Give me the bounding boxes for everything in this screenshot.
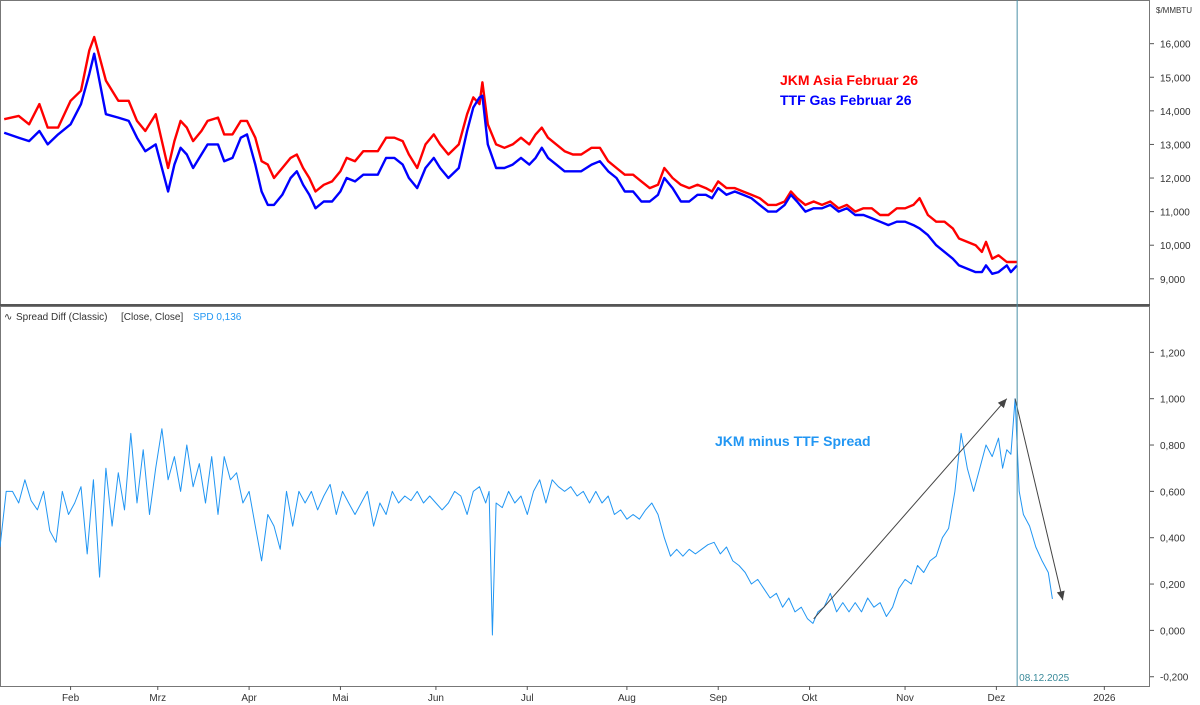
- price-y-tick-label: 15,000: [1160, 73, 1191, 84]
- ttf-price-line: [3, 52, 1018, 275]
- spread-y-tick-label: 1,000: [1160, 395, 1185, 406]
- x-tick-label: Feb: [62, 693, 80, 704]
- price-series: [3, 35, 1018, 275]
- price-y-tick-label: 14,000: [1160, 107, 1191, 118]
- spread-y-tick-label: 0,400: [1160, 534, 1185, 545]
- jkm-price-line: [3, 35, 1018, 264]
- spread-y-axis: -0,200 0,000 0,200 0,400 0,600 0,800 1,000 1,20…: [1150, 348, 1189, 684]
- spread-y-tick-label: -0,200: [1160, 673, 1189, 684]
- price-y-tick-label: 13,000: [1160, 140, 1191, 151]
- downtrend-arrow-line: [1014, 398, 1064, 601]
- price-y-tick-label: 10,000: [1160, 241, 1191, 252]
- crosshair-date-label: 08.12.2025: [1019, 673, 1069, 684]
- x-tick-label: 2026: [1093, 693, 1116, 704]
- x-tick-label: Dez: [987, 693, 1005, 704]
- x-tick-label: Nov: [896, 693, 914, 704]
- spread-y-tick-label: 0,200: [1160, 580, 1185, 591]
- time-x-axis: Feb Mrz Apr Mai Jun Jul Aug Sep Okt Nov Dez 2026: [62, 686, 1116, 704]
- x-tick-label: Mai: [332, 693, 348, 704]
- indicator-header[interactable]: ∿ Spread Diff (Classic) [Close, Close] S…: [4, 312, 242, 323]
- uptrend-arrow-head: [997, 398, 1007, 409]
- price-y-tick-label: 9,000: [1160, 275, 1185, 286]
- spread-line: [0, 398, 1053, 636]
- x-tick-label: Aug: [618, 693, 636, 704]
- unit-label: $/MMBTU: [1156, 6, 1192, 15]
- indicator-value: SPD 0,136: [193, 312, 242, 323]
- indicator-name: Spread Diff (Classic): [16, 312, 108, 323]
- trend-arrows: [813, 398, 1065, 620]
- x-tick-label: Sep: [709, 693, 727, 704]
- spread-series: [0, 398, 1053, 636]
- uptrend-arrow-line: [813, 398, 1008, 620]
- legend-jkm: JKM Asia Februar 26: [780, 72, 918, 88]
- legend-ttf: TTF Gas Februar 26: [780, 92, 912, 108]
- date-crosshair[interactable]: 08.12.2025: [1016, 0, 1070, 686]
- price-y-tick-label: 12,000: [1160, 174, 1191, 185]
- spread-y-tick-label: 1,200: [1160, 348, 1185, 359]
- spread-y-tick-label: 0,800: [1160, 441, 1185, 452]
- price-y-tick-label: 16,000: [1160, 40, 1191, 51]
- spread-annotation: JKM minus TTF Spread: [715, 433, 871, 449]
- x-tick-label: Apr: [241, 693, 257, 704]
- x-tick-label: Okt: [802, 693, 818, 704]
- x-tick-label: Jul: [521, 693, 534, 704]
- price-y-axis: 9,000 10,000 11,000 12,000 13,000 14,000 15,00…: [1150, 40, 1191, 286]
- indicator-wave-icon: ∿: [4, 312, 12, 323]
- downtrend-arrow-head: [1056, 590, 1065, 601]
- x-tick-label: Mrz: [149, 693, 166, 704]
- indicator-params: [Close, Close]: [121, 312, 183, 323]
- spread-y-tick-label: 0,600: [1160, 487, 1185, 498]
- price-y-tick-label: 11,000: [1160, 208, 1190, 219]
- spread-y-tick-label: 0,000: [1160, 626, 1185, 637]
- x-tick-label: Jun: [428, 693, 444, 704]
- spread-panel-frame: [0, 306, 1150, 687]
